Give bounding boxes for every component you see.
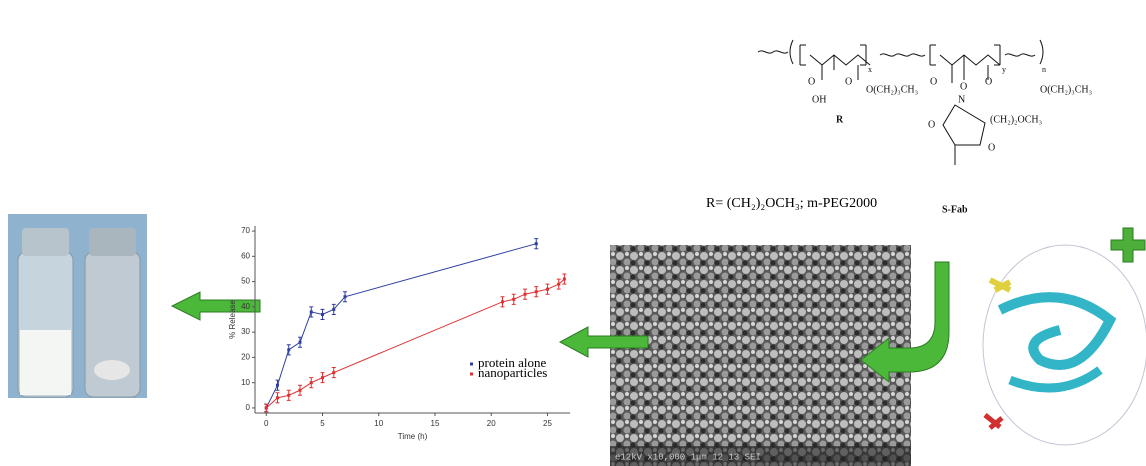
- y-tick-label: 30: [241, 327, 250, 336]
- chem-label: O(CH₂)₃CH₃: [866, 84, 918, 95]
- chem-label: O(CH₂)₃CH₃: [1040, 84, 1092, 95]
- y-tick-label: 40: [241, 302, 250, 311]
- y-tick-label: 20: [241, 353, 250, 362]
- release-chart: 0 10 20 30 40 50 60 70 0 5 10 15 20 25 Time (h) % Relea…: [228, 226, 570, 441]
- point: [321, 376, 324, 379]
- point: [287, 348, 290, 351]
- point: [512, 298, 515, 301]
- x-tick-label: 10: [374, 419, 383, 428]
- y-tick-label: 10: [241, 378, 250, 387]
- chem-label: n: [1042, 65, 1046, 74]
- x-tick-label: 0: [264, 419, 269, 428]
- point: [557, 283, 560, 286]
- chem-label: y: [1002, 65, 1006, 74]
- y-tick-label: 60: [241, 251, 250, 260]
- series-line: [266, 279, 564, 408]
- x-tick-label: 20: [487, 419, 496, 428]
- point: [524, 293, 527, 296]
- chem-label: O: [930, 76, 937, 87]
- point: [299, 389, 302, 392]
- x-tick-label: 15: [431, 419, 440, 428]
- x-tick-label: 5: [320, 419, 325, 428]
- sem-image: e12kV x10,000 1μm 12 13 SEI: [610, 245, 911, 466]
- r-definition: R= (CH₂)₂OCH₃; m-PEG2000: [706, 196, 877, 211]
- chem-label: O: [988, 142, 995, 153]
- chem-label: N: [958, 94, 965, 105]
- sem-caption: e12kV x10,000 1μm 12 13 SEI: [615, 452, 761, 462]
- chem-label: O: [985, 76, 992, 87]
- y-tick-label: 50: [241, 277, 250, 286]
- protein-image: [983, 245, 1146, 445]
- chem-label: OH: [812, 94, 826, 105]
- point: [535, 290, 538, 293]
- vials-photo: [8, 214, 147, 398]
- y-tick-label: 70: [241, 226, 250, 235]
- point: [535, 242, 538, 245]
- x-tick-label: 25: [543, 419, 552, 428]
- chem-label: x: [868, 65, 872, 74]
- point: [287, 394, 290, 397]
- structure-bonds: [758, 40, 1043, 165]
- series-line: [266, 244, 536, 408]
- point: [276, 396, 279, 399]
- point: [276, 384, 279, 387]
- chem-label: O: [928, 119, 935, 130]
- point: [332, 371, 335, 374]
- plus-icon: [1111, 228, 1145, 262]
- chem-label: O: [808, 76, 815, 87]
- point: [265, 406, 268, 409]
- chem-label: S-Fab: [942, 204, 968, 215]
- legend-label: nanoparticles: [478, 365, 547, 380]
- point: [321, 313, 324, 316]
- chem-label: O: [960, 81, 967, 92]
- chem-label: (CH₂)₂OCH₃: [990, 114, 1042, 125]
- figure: e12kV x10,000 1μm 12 13 SEI O OH O R O(C…: [0, 0, 1146, 466]
- legend-swatch: [470, 373, 473, 376]
- point: [344, 295, 347, 298]
- point: [310, 381, 313, 384]
- point: [332, 308, 335, 311]
- point: [546, 288, 549, 291]
- y-tick-label: 0: [246, 403, 251, 412]
- legend-swatch: [470, 363, 473, 366]
- y-axis-label: % Release: [228, 300, 237, 339]
- point: [299, 341, 302, 344]
- chem-label: O: [845, 76, 852, 87]
- chem-label: R: [836, 114, 844, 125]
- x-axis-label: Time (h): [398, 432, 428, 441]
- point: [563, 278, 566, 281]
- point: [310, 310, 313, 313]
- point: [501, 300, 504, 303]
